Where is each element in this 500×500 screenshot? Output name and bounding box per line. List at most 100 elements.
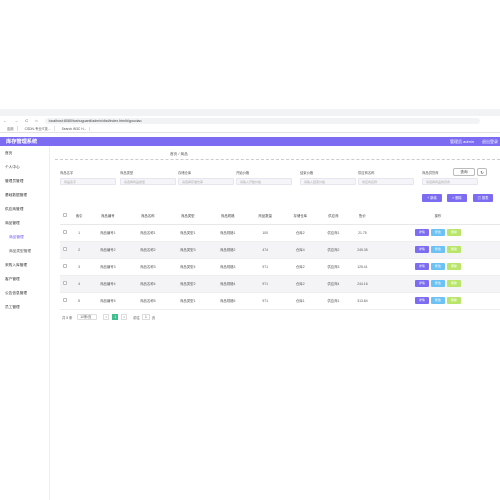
sidebar-item-2[interactable]: 管理员管理 — [5, 179, 24, 183]
row-select-cell — [60, 224, 71, 242]
row-actions: 详情 修改 删除 — [375, 241, 500, 259]
row-view-button[interactable]: 修改 — [430, 297, 445, 304]
bookmark-csdn[interactable]: CSDN-专业IT技... — [22, 126, 55, 131]
row-checkbox[interactable] — [63, 264, 68, 268]
pagination: 共 5 条 10条/页 < 1 > 前往 1 页 — [62, 314, 155, 320]
row-view-button[interactable]: 修改 — [430, 246, 445, 253]
column-header-6[interactable]: 存储仓库 — [282, 207, 318, 225]
product-table: 索引 商品编号 商品名称 商品类型 商品规格 商品数量 存储仓库 供应商 售价 操作 1 商品编号1… — [60, 207, 500, 310]
logout-link[interactable]: 退出登录 — [482, 138, 498, 144]
filter-input-0[interactable]: 商品名字 — [60, 178, 116, 185]
prev-page-button[interactable]: < — [103, 314, 110, 320]
select-all-cell — [60, 207, 71, 225]
column-header-8[interactable]: 售价 — [348, 207, 376, 225]
sidebar-item-6[interactable]: 商品管理 — [9, 235, 24, 239]
browser-tab-bar — [0, 109, 500, 116]
table-cell: 商品类型1 — [167, 292, 208, 310]
delete-button[interactable]: × 删除 — [447, 194, 467, 202]
refresh-button[interactable]: ↻ — [477, 168, 487, 176]
row-actions: 详情 修改 删除 — [375, 224, 500, 242]
add-button[interactable]: + 新增 — [422, 194, 442, 202]
sidebar-item-9[interactable]: 客户管理 — [5, 277, 20, 281]
table-cell: 商品规格4 — [207, 275, 248, 293]
sidebar-item-5[interactable]: 商品管理 — [5, 221, 20, 225]
table-cell: 商品名称2 — [127, 241, 168, 259]
table-row: 4 商品编号4 商品名称4 商品类型2 商品规格4 971 仓库2 供应商4 244.16 详情修… — [60, 275, 500, 293]
column-header-7[interactable]: 供应商 — [317, 207, 349, 225]
bookmark-w3c[interactable]: Search W3C H... — [59, 126, 91, 131]
row-edit-button[interactable]: 详情 — [414, 246, 429, 253]
column-header-1[interactable]: 商品编号 — [87, 207, 128, 225]
table-cell: 474 — [247, 241, 283, 259]
filter-input-6[interactable]: 请选择商品供货商 — [422, 178, 478, 185]
table-cell: 供应商1 — [317, 224, 349, 242]
divider — [55, 159, 500, 160]
browser-address-bar: ← → C ⌂ localhost:8080/tushuguanli/admin… — [0, 116, 500, 125]
table-cell: 商品编号5 — [87, 292, 128, 310]
column-header-9: 操作 — [375, 207, 500, 225]
row-edit-button[interactable]: 详情 — [414, 297, 429, 304]
next-page-button[interactable]: > — [121, 314, 128, 320]
sidebar-item-3[interactable]: 基础数据管理 — [5, 193, 28, 197]
sidebar-item-4[interactable]: 供应商管理 — [5, 207, 24, 211]
page-suffix: 页 — [151, 315, 156, 320]
report-label: 报表 — [481, 196, 489, 200]
filter-input-3[interactable]: 请输入开始价格 — [236, 178, 292, 185]
table-cell: 仓库2 — [282, 224, 318, 242]
table-cell: 供应商4 — [317, 275, 349, 293]
browser-nav-icons[interactable]: ← → C ⌂ — [3, 118, 41, 123]
row-edit-button[interactable]: 详情 — [414, 280, 429, 287]
column-header-2[interactable]: 商品名称 — [127, 207, 168, 225]
row-view-button[interactable]: 修改 — [430, 263, 445, 270]
filter-input-4[interactable]: 请输入结束价格 — [300, 178, 356, 185]
select-all-checkbox[interactable] — [63, 212, 68, 217]
row-view-button[interactable]: 修改 — [430, 280, 445, 287]
row-checkbox[interactable] — [63, 230, 68, 234]
sidebar-item-10[interactable]: 公告信息管理 — [5, 291, 28, 295]
column-header-3[interactable]: 商品类型 — [167, 207, 208, 225]
row-select-cell — [60, 275, 71, 293]
sidebar-item-11[interactable]: 员工管理 — [5, 305, 20, 309]
bookmark-apps[interactable]: 应用 — [4, 126, 18, 131]
row-select-cell — [60, 241, 71, 259]
row-delete-button[interactable]: 删除 — [446, 246, 461, 253]
row-delete-button[interactable]: 删除 — [446, 297, 461, 304]
current-page[interactable]: 1 — [112, 314, 119, 320]
table-cell: 245.35 — [348, 241, 376, 259]
table-cell: 商品规格5 — [207, 292, 248, 310]
row-edit-button[interactable]: 详情 — [414, 263, 429, 270]
table-cell: 100 — [247, 224, 283, 242]
table-row: 3 商品编号3 商品名称3 商品类型4 商品规格3 971 仓库2 供应商3 125.41 详情修… — [60, 258, 500, 276]
row-delete-button[interactable]: 删除 — [446, 280, 461, 287]
sidebar-item-7[interactable]: 商品类型管理 — [9, 249, 32, 253]
goto-page-input[interactable]: 1 — [141, 314, 150, 320]
sidebar-item-8[interactable]: 采购入库管理 — [5, 263, 28, 267]
row-delete-button[interactable]: 删除 — [446, 229, 461, 236]
table-cell: 2 — [70, 241, 88, 259]
column-header-5[interactable]: 商品数量 — [247, 207, 283, 225]
row-checkbox[interactable] — [63, 247, 68, 251]
row-edit-button[interactable]: 详情 — [414, 229, 429, 236]
table-cell: 供应商2 — [317, 241, 349, 259]
table-row: 5 商品编号5 商品名称5 商品类型1 商品规格5 971 仓库1 供应商1 313.84 详情修… — [60, 292, 500, 310]
page-size-select[interactable]: 10条/页 — [77, 314, 98, 320]
filter-label-0: 商品名字 — [60, 171, 74, 175]
table-cell: 商品规格2 — [207, 241, 248, 259]
filter-label-4: 结束价格 — [300, 171, 314, 175]
column-header-4[interactable]: 商品规格 — [207, 207, 248, 225]
row-checkbox[interactable] — [63, 281, 68, 285]
delete-label: 删除 — [455, 196, 462, 200]
row-delete-button[interactable]: 删除 — [446, 263, 461, 270]
sidebar-item-0[interactable]: 首页 — [5, 151, 13, 155]
table-cell: 供应商1 — [317, 292, 349, 310]
row-checkbox[interactable] — [63, 298, 68, 302]
table-row: 2 商品编号2 商品名称2 商品类型3 商品规格2 474 仓库4 供应商2 245.35 详情修… — [60, 241, 500, 259]
filter-input-2[interactable]: 请选择存储仓库 — [178, 178, 234, 185]
search-button[interactable]: 查询 — [453, 168, 475, 176]
filter-input-5[interactable]: 供应商名称 — [358, 178, 414, 185]
report-button[interactable]: ▤ 报表 — [473, 194, 493, 202]
filter-input-1[interactable]: 请选择商品类型 — [120, 178, 176, 185]
sidebar-item-1[interactable]: 个人中心 — [5, 165, 20, 169]
row-view-button[interactable]: 修改 — [430, 229, 445, 236]
url-field[interactable]: localhost:8080/tushuguanli/admin/dist/in… — [44, 117, 480, 124]
